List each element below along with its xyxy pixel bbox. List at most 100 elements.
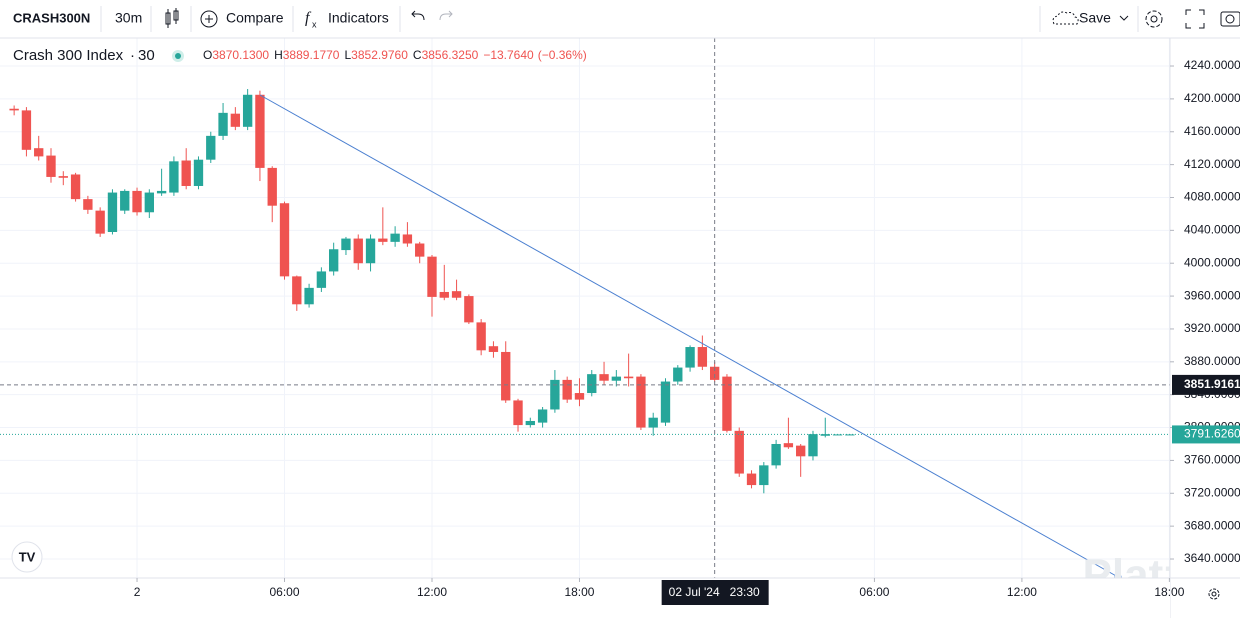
x-tick-label: 12:00	[417, 585, 447, 599]
y-tick-label: 4040.0000	[1184, 223, 1240, 237]
axes: 4240.0000 4200.0000 4160.0000 4120.0000 4080…	[134, 58, 1240, 605]
candle-body	[316, 271, 327, 288]
candle-body	[488, 346, 499, 352]
candle-body	[415, 243, 425, 257]
candle-body	[95, 210, 105, 234]
x-tick-label: 2	[134, 585, 141, 599]
candle-body	[46, 155, 56, 177]
y-tick-label: 3960.0000	[1184, 288, 1240, 302]
candle-body	[206, 135, 216, 160]
candle-body	[525, 420, 535, 426]
axis-settings[interactable]	[1208, 588, 1220, 600]
compare-button[interactable]: Compare	[226, 10, 284, 26]
crosshair-price-box	[1172, 374, 1240, 395]
candle-body	[132, 190, 142, 213]
indicators-icon-sub: x	[312, 19, 317, 29]
redo-button[interactable]	[439, 10, 453, 21]
legend-interval: 30	[138, 47, 155, 64]
legend-values: O3870.1300 H3889.1770 L3852.9760 C3856.3250…	[203, 48, 587, 62]
symbol[interactable]: CRASH300N	[13, 10, 90, 25]
x-tick-label: 06:00	[859, 585, 889, 599]
y-tick-label: 3760.0000	[1184, 453, 1240, 467]
x-tick-label: 18:00	[564, 585, 594, 599]
candle-body	[304, 287, 314, 305]
price-axis	[1170, 38, 1240, 618]
candle-body	[439, 291, 449, 298]
candle-body	[574, 393, 585, 400]
candle-body	[58, 176, 68, 178]
undo-button[interactable]	[411, 10, 425, 21]
plot-area	[0, 38, 1170, 578]
candle-body	[34, 148, 44, 157]
candle-body	[464, 296, 474, 323]
candle-body	[709, 366, 720, 380]
candle-body	[611, 376, 622, 381]
candles-icon[interactable]	[165, 8, 179, 28]
candle-body	[501, 351, 511, 401]
y-tick-label: 3680.0000	[1184, 518, 1240, 532]
legend-key: H	[274, 48, 283, 62]
last-price-label: 3791.6260	[1184, 427, 1240, 441]
candle-body	[599, 374, 609, 381]
y-tick-label: 3720.0000	[1184, 485, 1240, 499]
candle-body	[9, 108, 19, 111]
settings-button[interactable]	[1145, 10, 1163, 28]
candle-body	[83, 199, 93, 210]
y-tick-label: 4160.0000	[1184, 124, 1240, 138]
interval-button[interactable]: 30m	[115, 10, 142, 26]
candle-body	[451, 291, 462, 298]
candle-body	[476, 322, 486, 351]
legend-title: Crash 300 Index	[13, 47, 124, 64]
candle-body	[808, 434, 818, 457]
screenshot-button[interactable]	[1220, 11, 1240, 27]
legend-value: 3870.1300	[212, 48, 269, 62]
x-tick-label: 12:00	[1007, 585, 1037, 599]
candle-body	[734, 430, 744, 474]
candle-body	[537, 409, 548, 423]
legend-value: 3889.1770	[283, 48, 340, 62]
legend-dot: ·	[130, 47, 135, 64]
candle-body	[120, 190, 130, 211]
y-tick-label: 3920.0000	[1184, 321, 1240, 335]
save-button[interactable]: Save	[1079, 10, 1111, 26]
y-tick-label: 3880.0000	[1184, 354, 1240, 368]
y-tick-label: 4120.0000	[1184, 157, 1240, 171]
crosshair-time-label: 23:30	[730, 585, 760, 599]
tv-logo[interactable]: TV	[11, 541, 43, 573]
candle-body	[329, 249, 339, 272]
indicators-icon[interactable]: f	[305, 10, 312, 27]
legend-key: C	[413, 48, 422, 62]
svg-text:TV: TV	[19, 549, 36, 564]
legend-value: 3856.3250	[422, 48, 479, 62]
time-axis	[0, 578, 1170, 618]
fullscreen-button[interactable]	[1185, 9, 1205, 29]
candle-body	[169, 161, 179, 193]
candle-body	[722, 376, 732, 431]
candle-body	[267, 167, 277, 206]
candle-body	[292, 276, 302, 305]
candle-body	[390, 233, 400, 242]
candle-body	[218, 112, 228, 136]
candle-body	[279, 203, 290, 277]
candle-body	[623, 376, 634, 379]
market-status-dot	[175, 53, 181, 59]
save-menu[interactable]	[1119, 15, 1129, 21]
legend-change: −13.7640	[483, 48, 534, 62]
candle-body	[353, 238, 363, 264]
candle-body	[796, 445, 806, 457]
candle-body	[402, 234, 413, 244]
candle-body	[820, 434, 830, 436]
candle-body	[107, 192, 118, 232]
compare-icon[interactable]	[200, 10, 218, 28]
y-tick-label: 4240.0000	[1184, 58, 1240, 72]
cloud-icon[interactable]	[1052, 11, 1079, 25]
indicators-button[interactable]: Indicators	[328, 10, 389, 26]
candle-body	[21, 110, 32, 150]
legend-key: L	[344, 48, 351, 62]
candle-body	[660, 381, 671, 423]
trend-line[interactable]	[259, 94, 1119, 578]
candle-body	[513, 400, 523, 426]
candle-body	[341, 238, 351, 251]
candle-body	[550, 379, 560, 410]
y-tick-label: 4200.0000	[1184, 91, 1240, 105]
